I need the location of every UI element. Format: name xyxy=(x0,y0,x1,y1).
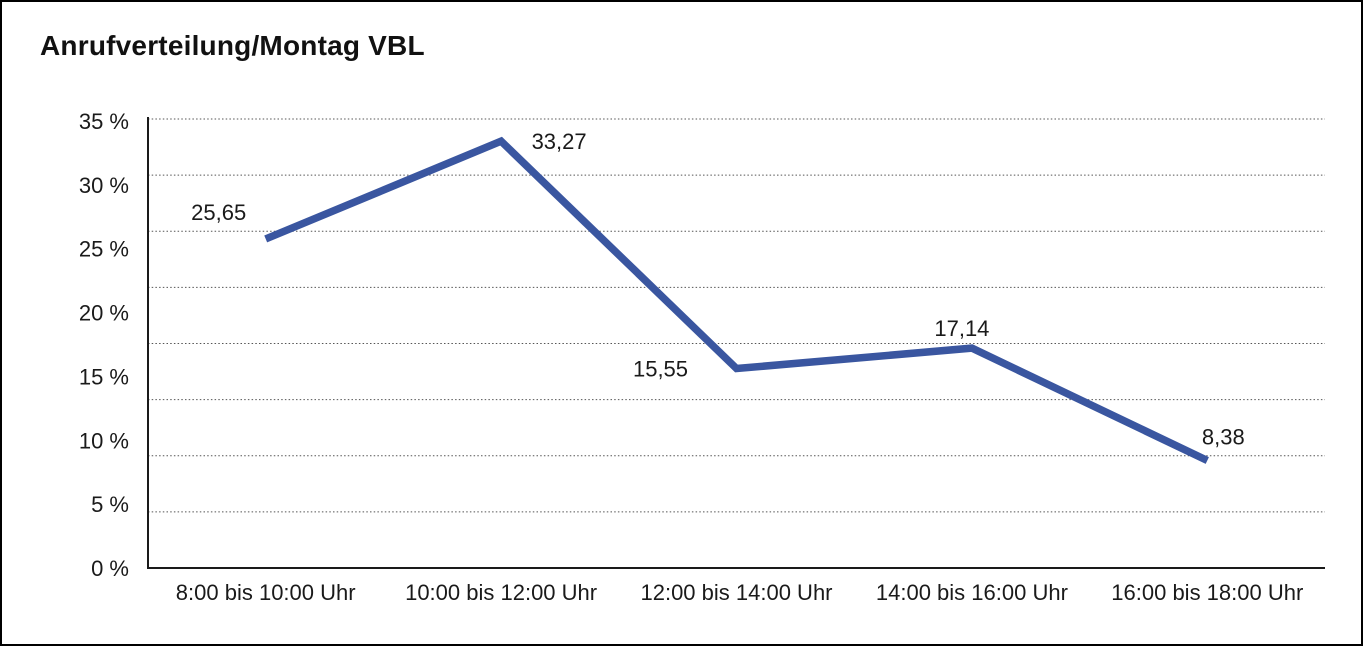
y-axis-tick-label: 10 % xyxy=(79,428,129,453)
chart-title: Anrufverteilung/Montag VBL xyxy=(40,30,425,61)
data-point-label: 25,65 xyxy=(191,200,246,225)
data-point-label: 33,27 xyxy=(532,129,587,154)
data-point-label: 15,55 xyxy=(633,357,688,382)
x-axis-category-label: 16:00 bis 18:00 Uhr xyxy=(1111,580,1303,605)
y-axis-tick-label: 25 % xyxy=(79,237,129,262)
data-point-label: 8,38 xyxy=(1202,424,1245,449)
y-axis-tick-label: 15 % xyxy=(79,364,129,389)
data-line xyxy=(264,136,1209,464)
x-axis-category-label: 14:00 bis 16:00 Uhr xyxy=(876,580,1068,605)
y-axis-tick-label: 20 % xyxy=(79,301,129,326)
x-axis-category-label: 10:00 bis 12:00 Uhr xyxy=(405,580,597,605)
data-point-label: 17,14 xyxy=(934,316,989,341)
y-axis-tick-label: 30 % xyxy=(79,173,129,198)
y-axis-tick-label: 0 % xyxy=(91,556,129,581)
y-axis-tick-label: 35 % xyxy=(79,109,129,134)
x-axis-category-label: 12:00 bis 14:00 Uhr xyxy=(640,580,832,605)
y-axis-tick-label: 5 % xyxy=(91,492,129,517)
x-axis-category-label: 8:00 bis 10:00 Uhr xyxy=(176,580,356,605)
